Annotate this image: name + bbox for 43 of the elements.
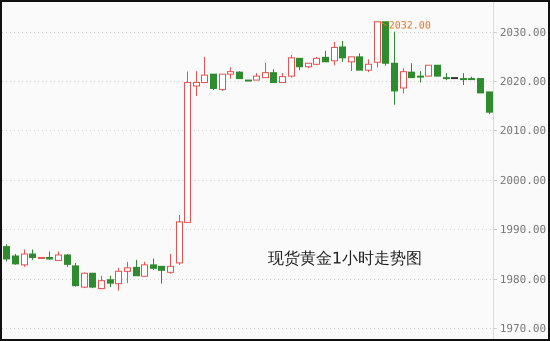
candlestick <box>98 275 105 290</box>
candlestick <box>408 62 415 78</box>
candlestick <box>107 275 114 288</box>
candlestick <box>296 58 303 71</box>
candlestick <box>270 68 277 84</box>
candlestick <box>434 64 441 77</box>
candlestick <box>29 249 36 260</box>
annotation: 2032.00 <box>388 20 431 32</box>
y-tick-label: 2020.00 <box>500 75 546 88</box>
candlestick <box>141 261 148 277</box>
candlestick <box>400 68 407 94</box>
candlestick <box>288 54 295 78</box>
candlestick <box>348 56 355 72</box>
candlestick <box>81 272 88 289</box>
candlestick <box>210 74 217 90</box>
candlestick <box>21 249 28 268</box>
y-tick-label: 2030.00 <box>500 26 546 39</box>
candlestick <box>365 58 372 73</box>
candlestick <box>3 244 10 262</box>
candlestick <box>279 72 286 84</box>
candlestick <box>339 40 346 62</box>
candlestick <box>133 259 140 276</box>
candlestick <box>12 254 19 266</box>
candlestick <box>356 52 363 71</box>
candlestick <box>72 262 79 288</box>
y-tick-label: 1970.00 <box>500 322 546 335</box>
candlestick <box>425 64 432 77</box>
candlestick <box>167 254 174 274</box>
candlestick <box>322 50 329 62</box>
candlestick <box>262 62 269 78</box>
y-tick-label: 2010.00 <box>500 124 546 137</box>
candlestick <box>417 70 424 84</box>
candlestick <box>89 272 96 289</box>
y-tick-label: 1980.00 <box>500 273 546 286</box>
candlestick <box>331 42 338 66</box>
y-tick-label: 2000.00 <box>500 174 546 187</box>
candlestick <box>64 254 71 268</box>
candlestick <box>124 261 131 284</box>
candlestick <box>477 78 484 94</box>
candlestick <box>486 91 493 115</box>
candlestick <box>115 267 122 292</box>
annotation: 现货黄金1小时走势图 <box>268 248 422 268</box>
y-tick-label: 1990.00 <box>500 223 546 236</box>
